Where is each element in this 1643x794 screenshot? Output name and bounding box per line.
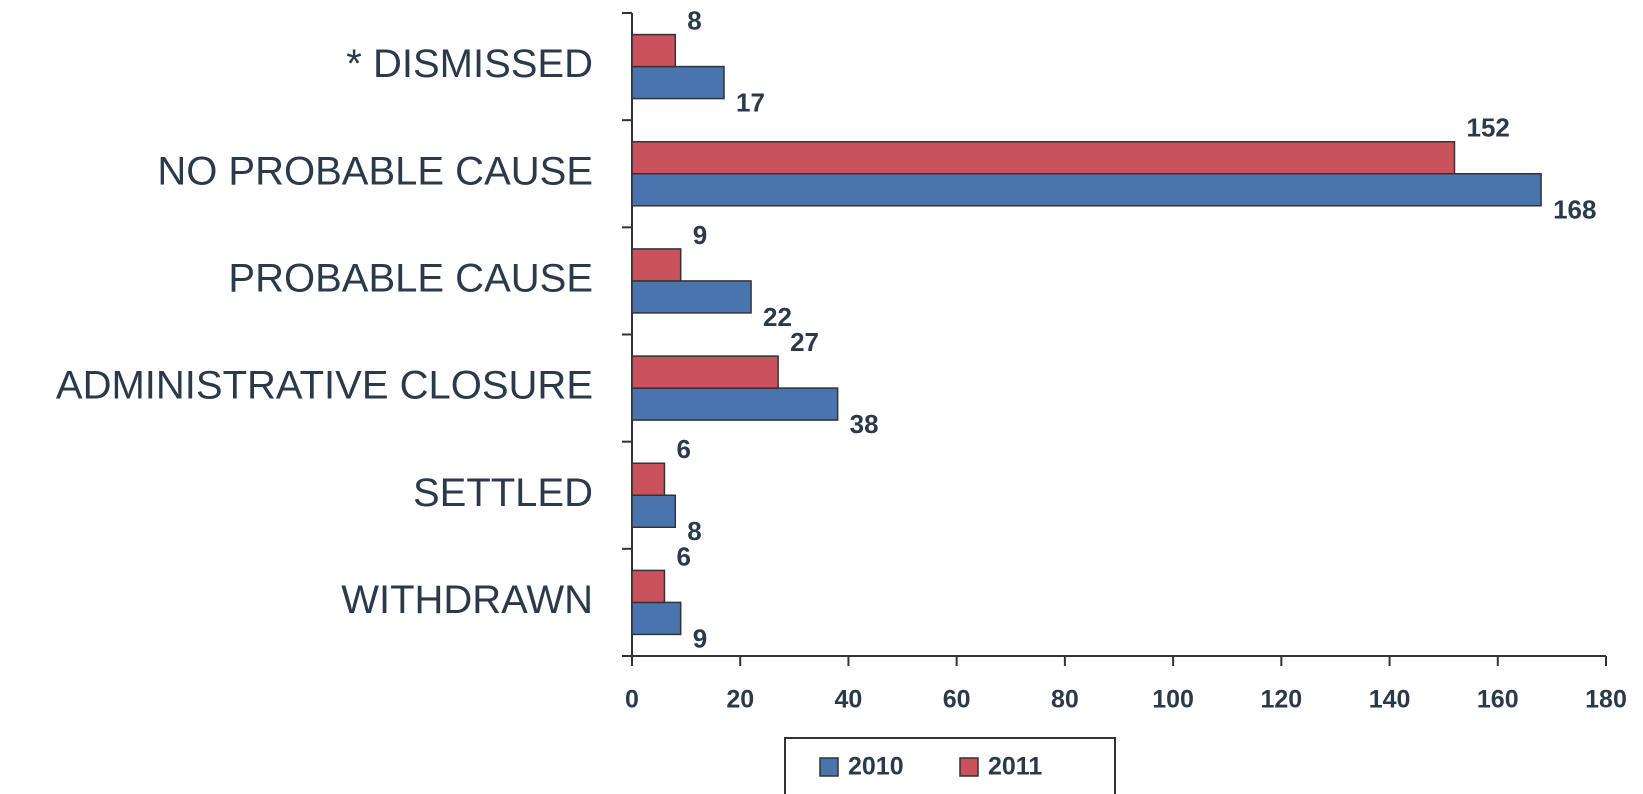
category-label: ADMINISTRATIVE CLOSURE [56, 364, 593, 408]
bar [631, 494, 677, 528]
x-tick-label: 20 [726, 686, 754, 714]
x-tick-label: 80 [1051, 686, 1079, 714]
bar [631, 173, 1542, 207]
category-label: PROBABLE CAUSE [228, 256, 593, 300]
value-label: 9 [693, 623, 707, 653]
category-label: * DISMISSED [346, 42, 593, 86]
category-label: WITHDRAWN [341, 578, 593, 622]
x-tick-label: 60 [943, 686, 971, 714]
bar [631, 462, 666, 496]
value-label: 8 [687, 516, 701, 546]
legend-swatch [959, 757, 979, 777]
value-label: 9 [693, 220, 707, 250]
value-label: 6 [676, 434, 690, 464]
value-label: 17 [736, 87, 765, 117]
bar [631, 569, 666, 604]
value-label: 38 [850, 409, 879, 439]
legend-swatch [819, 757, 839, 777]
x-tick-label: 120 [1260, 686, 1302, 714]
x-tick-label: 180 [1585, 686, 1627, 714]
legend-box [784, 737, 1116, 794]
bar [631, 248, 682, 282]
bar [631, 65, 725, 100]
value-label: 22 [763, 302, 792, 332]
value-label: 27 [790, 327, 819, 357]
value-label: 152 [1466, 113, 1509, 143]
x-tick-label: 40 [835, 686, 863, 714]
x-tick-label: 0 [625, 686, 639, 714]
x-tick-label: 160 [1477, 686, 1519, 714]
bar [631, 33, 677, 68]
category-label: NO PROBABLE CAUSE [157, 149, 593, 193]
category-label: SETTLED [413, 471, 593, 515]
value-label: 168 [1553, 195, 1596, 225]
bar [631, 355, 779, 389]
x-tick-label: 140 [1369, 686, 1411, 714]
x-tick-label: 100 [1152, 686, 1194, 714]
bar [631, 141, 1456, 175]
bar [631, 601, 682, 636]
bar [631, 387, 839, 421]
legend-label: 2010 [848, 753, 904, 781]
bar [631, 280, 752, 314]
value-label: 6 [676, 541, 690, 571]
value-label: 8 [687, 5, 701, 35]
legend-label: 2011 [988, 753, 1042, 781]
